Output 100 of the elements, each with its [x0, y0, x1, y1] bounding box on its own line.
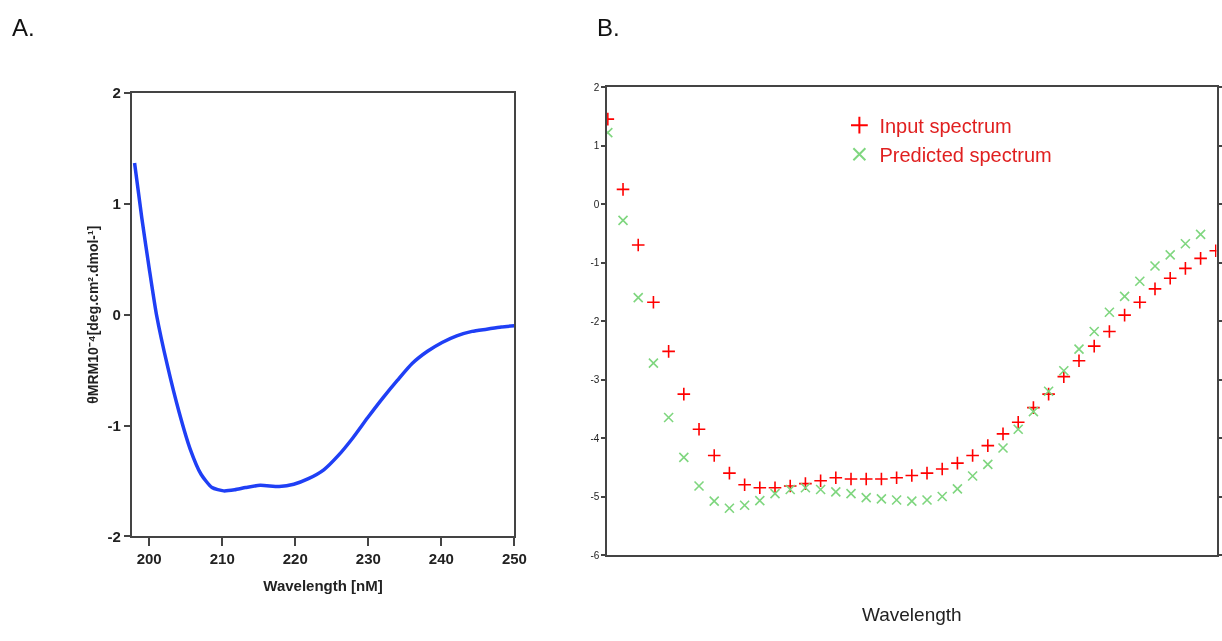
- point: [1041, 387, 1056, 402]
- point: [1087, 339, 1102, 354]
- point: [965, 448, 980, 463]
- point: [648, 357, 659, 369]
- point: [982, 459, 994, 470]
- point: [950, 456, 965, 471]
- point: [889, 470, 904, 485]
- y-tick-label: 2: [112, 84, 121, 102]
- point: [1058, 365, 1070, 377]
- y-tick-label: 1: [593, 140, 600, 151]
- y-tick-label: -6: [590, 549, 600, 561]
- point: [921, 494, 933, 506]
- point: [707, 448, 722, 463]
- point: [1178, 261, 1193, 276]
- point: [752, 480, 767, 495]
- point: [997, 442, 1009, 454]
- point: [1043, 385, 1054, 397]
- point: [1195, 229, 1206, 240]
- text: A.: [12, 14, 35, 41]
- point: [1163, 271, 1178, 286]
- point: [935, 461, 950, 477]
- x-tick-label: 200: [136, 550, 162, 568]
- point: [815, 484, 826, 495]
- point: [693, 480, 705, 492]
- point: [845, 488, 857, 499]
- legend-label: Input spectrum: [879, 115, 1012, 138]
- y-tick-label: 0: [112, 306, 121, 324]
- point: [1134, 275, 1146, 287]
- x-tick-label: 210: [209, 550, 235, 568]
- point: [904, 468, 919, 483]
- x-tick-label: 250: [501, 550, 527, 568]
- point: [919, 466, 935, 481]
- y-tick-label: -5: [590, 491, 600, 502]
- point: [876, 493, 887, 505]
- point: [678, 452, 690, 463]
- point: [980, 438, 995, 453]
- point: [1102, 324, 1117, 339]
- y-tick-label: -2: [590, 315, 600, 327]
- point: [676, 387, 691, 402]
- point: [1026, 400, 1041, 415]
- line-series: [132, 161, 515, 493]
- point: [691, 422, 707, 437]
- point: [1011, 415, 1026, 430]
- point: [631, 237, 646, 253]
- point: [724, 502, 735, 514]
- point: [1104, 306, 1115, 318]
- point: [615, 182, 631, 197]
- point: [859, 471, 874, 487]
- point: [1164, 249, 1176, 261]
- point: [891, 494, 902, 506]
- point: [1117, 308, 1132, 323]
- y-tick-label: 2: [593, 81, 600, 93]
- x-axis-title: Wavelength [nM]: [263, 576, 383, 594]
- point: [1147, 281, 1163, 296]
- point: [1056, 369, 1071, 384]
- point: [632, 292, 644, 303]
- point: [1132, 295, 1147, 310]
- point: [1012, 423, 1024, 435]
- point: [767, 480, 783, 495]
- point: [663, 412, 674, 423]
- point: [1193, 251, 1208, 266]
- y-tick-label: -1: [590, 257, 600, 268]
- y-tick-label: -1: [107, 416, 121, 434]
- point: [1088, 326, 1100, 337]
- point: [739, 499, 750, 511]
- x-axis-title: Wavelength: [861, 604, 962, 626]
- point: [708, 495, 720, 507]
- y-axis-title: θMRM10⁻⁴[deg.cm².dmol-¹]: [84, 225, 101, 404]
- point: [722, 466, 737, 481]
- point: [936, 491, 948, 502]
- legend-label: Predicted spectrum: [879, 144, 1052, 167]
- point: [830, 486, 842, 498]
- point: [1028, 406, 1039, 417]
- point: [1119, 291, 1130, 302]
- point: [1149, 260, 1161, 272]
- y-tick-label: -3: [590, 374, 600, 385]
- point: [995, 426, 1011, 442]
- point: [800, 482, 811, 494]
- point: [617, 215, 629, 226]
- point: [661, 344, 676, 359]
- x-tick-label: 220: [282, 550, 308, 568]
- point: [1180, 238, 1191, 250]
- point: [952, 483, 963, 495]
- point: [874, 471, 889, 487]
- x-tick-label: 230: [355, 550, 381, 568]
- point: [860, 492, 872, 503]
- point: [843, 471, 859, 487]
- y-tick-label: 1: [112, 195, 121, 213]
- y-tick-label: -4: [590, 432, 600, 444]
- y-tick-label: -2: [107, 527, 121, 545]
- point: [1071, 353, 1087, 368]
- point: [1073, 343, 1085, 355]
- point: [798, 476, 813, 491]
- point: [754, 495, 766, 506]
- point: [906, 495, 918, 507]
- point: [784, 484, 796, 495]
- y-tick-label: 0: [593, 198, 600, 210]
- point: [769, 488, 781, 499]
- point: [646, 295, 661, 310]
- x-tick-label: 240: [428, 550, 454, 568]
